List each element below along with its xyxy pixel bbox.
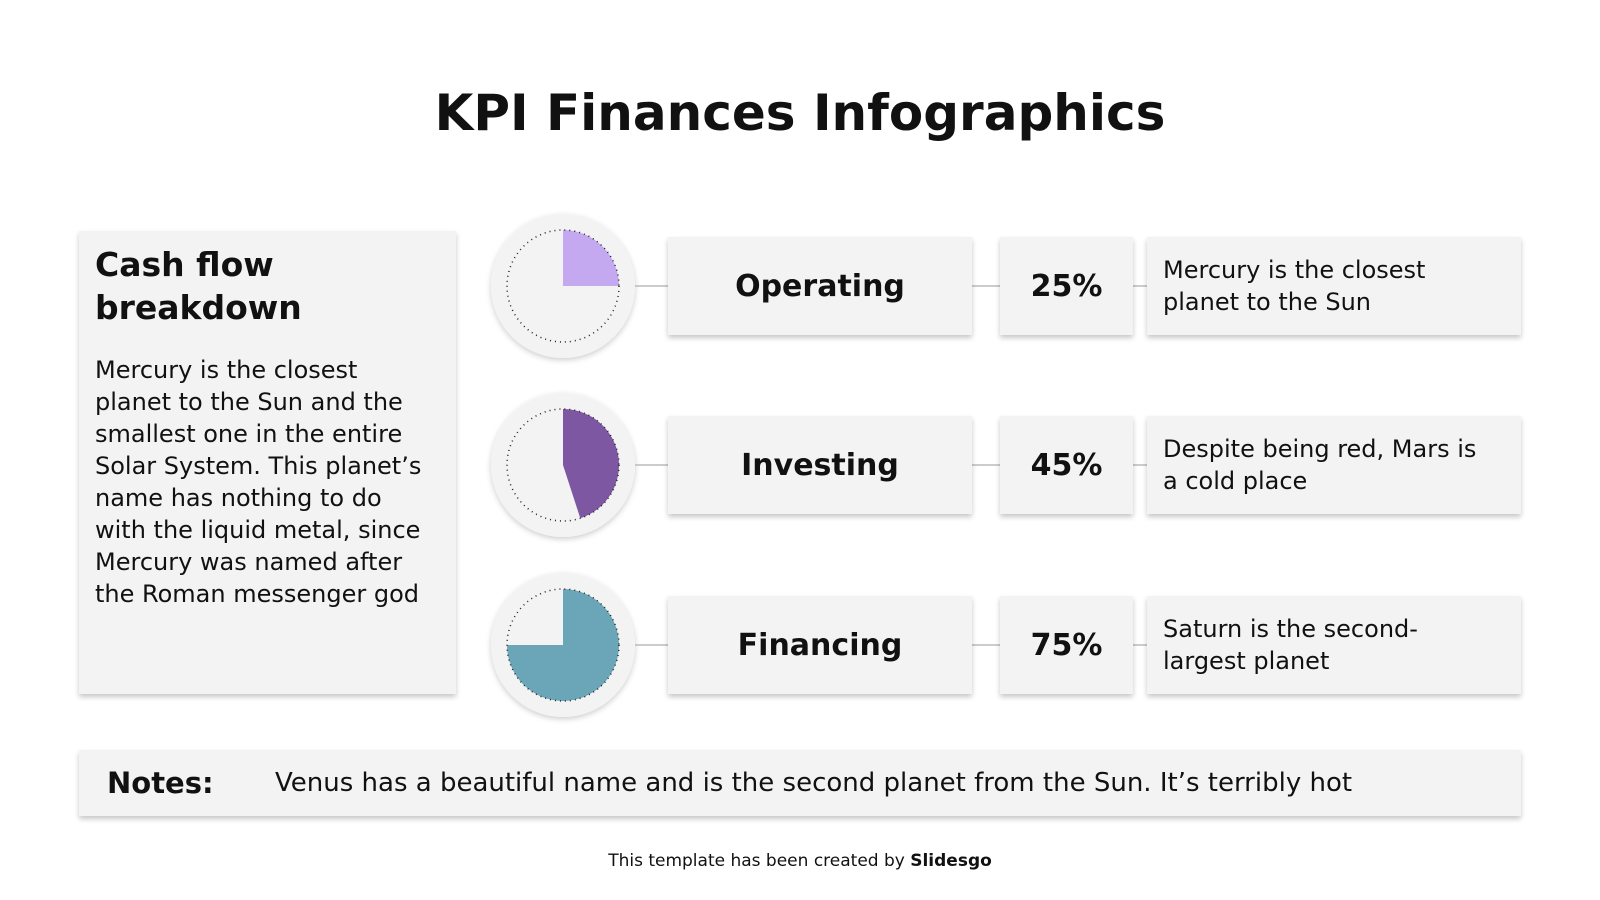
- description-box: Despite being red, Mars is a cold place: [1147, 416, 1521, 514]
- sidebar-heading: Cash flow breakdown: [95, 245, 302, 327]
- category-label: Financing: [737, 627, 903, 663]
- description: Saturn is the second-largest planet: [1163, 615, 1418, 675]
- gauge-wedge: [563, 230, 619, 286]
- footer-text: This template has been created by: [608, 851, 905, 871]
- gauge-wedge: [507, 589, 619, 701]
- category-box: Operating: [668, 237, 972, 335]
- description: Mercury is the closest planet to the Sun: [1163, 256, 1426, 316]
- gauge-outline: [506, 588, 620, 702]
- category-box: Investing: [668, 416, 972, 514]
- notes-label: Notes:: [107, 766, 214, 800]
- description: Despite being red, Mars is a cold place: [1163, 435, 1477, 495]
- gauge-outline: [506, 229, 620, 343]
- title: KPI Finances Infographics: [434, 84, 1166, 142]
- notes-bar: Notes: Venus has a beautiful name and is…: [79, 750, 1521, 816]
- notes-text: Venus has a beautiful name and is the se…: [275, 768, 1353, 798]
- percent-box: 45%: [1000, 416, 1133, 514]
- category-label: Operating: [735, 268, 905, 304]
- category-box: Financing: [668, 596, 972, 694]
- description-box: Mercury is the closest planet to the Sun: [1147, 237, 1521, 335]
- percent-box: 75%: [1000, 596, 1133, 694]
- percent-label: 45%: [1030, 447, 1103, 483]
- sidebar-body: Mercury is the closest planet to the Sun…: [95, 356, 422, 608]
- gauge-outline: [506, 408, 620, 522]
- footer: This template has been created by Slides…: [0, 851, 1600, 871]
- percent-label: 25%: [1030, 268, 1103, 304]
- sidebar-card: Cash flow breakdown Mercury is the close…: [79, 231, 456, 694]
- description-box: Saturn is the second-largest planet: [1147, 596, 1521, 694]
- category-label: Investing: [741, 447, 899, 483]
- percent-box: 25%: [1000, 237, 1133, 335]
- percent-label: 75%: [1030, 627, 1103, 663]
- footer-brand: Slidesgo: [910, 851, 992, 871]
- gauge-wedge: [563, 409, 619, 519]
